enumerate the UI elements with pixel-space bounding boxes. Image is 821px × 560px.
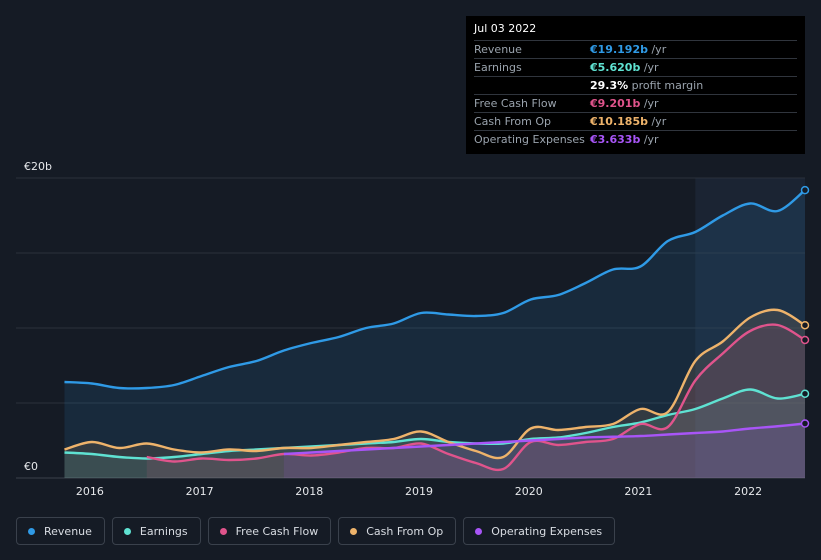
tooltip-unit: profit margin <box>628 79 704 92</box>
x-tick-label: 2020 <box>514 485 543 498</box>
tooltip-unit: /yr <box>640 97 659 110</box>
legend-dot-icon <box>219 527 227 535</box>
series-lines <box>64 189 806 472</box>
x-tick-label: 2016 <box>75 485 104 498</box>
legend-dot-icon <box>350 527 358 535</box>
tooltip-unit: /yr <box>640 133 659 146</box>
legend-dot-icon <box>475 527 483 535</box>
line-revenue <box>64 189 806 390</box>
y-axis-top-label: €20b <box>24 160 52 173</box>
tooltip-value: €3.633b <box>590 133 641 146</box>
x-tick-label: 2019 <box>405 485 433 498</box>
line-cash-from-op <box>64 308 806 460</box>
gridlines <box>16 177 805 479</box>
area-operating-expenses <box>283 423 805 478</box>
legend-label: Operating Expenses <box>491 524 603 538</box>
tooltip-row-revenue: Revenue €19.192b /yr <box>474 41 797 59</box>
tooltip-date: Jul 03 2022 <box>474 22 797 41</box>
tooltip-value: 29.3% <box>590 79 629 92</box>
tooltip-unit: /yr <box>647 43 667 56</box>
tooltip-value: €10.185b <box>590 115 648 128</box>
data-tooltip: Jul 03 2022 Revenue €19.192b /yr Earning… <box>466 16 805 154</box>
x-tick-label: 2018 <box>295 485 324 498</box>
legend-item-cash-from-op[interactable]: Cash From Op <box>338 517 457 545</box>
tooltip-row-profit-margin: 29.3% profit margin <box>474 77 797 95</box>
tooltip-row-free-cash-flow: Free Cash Flow €9.201b /yr <box>474 95 797 113</box>
legend-item-free-cash-flow[interactable]: Free Cash Flow <box>207 517 332 545</box>
legend-label: Free Cash Flow <box>235 524 319 538</box>
tooltip-label: Cash From Op <box>474 115 552 128</box>
legend-label: Cash From Op <box>366 524 444 538</box>
x-tick-label: 2022 <box>734 485 763 498</box>
tooltip-unit: /yr <box>647 115 667 128</box>
tooltip-row-earnings: Earnings €5.620b /yr <box>474 59 797 77</box>
legend-label: Revenue <box>44 524 92 538</box>
legend-dot-icon <box>28 527 35 535</box>
line-earnings <box>64 388 806 460</box>
x-tick-label: 2017 <box>185 485 214 498</box>
tooltip-value: €19.192b <box>590 43 648 56</box>
endpoint-operating-expenses <box>800 419 810 428</box>
tooltip-row-operating-expenses: Operating Expenses €3.633b /yr <box>474 131 797 148</box>
legend-item-revenue[interactable]: Revenue <box>16 517 105 545</box>
legend-label: Earnings <box>139 524 188 538</box>
legend: Revenue Earnings Free Cash Flow Cash Fro… <box>16 517 622 545</box>
tooltip-row-cash-from-op: Cash From Op €10.185b /yr <box>474 113 797 131</box>
tooltip-unit: /yr <box>640 61 659 74</box>
series-endpoints <box>800 185 810 428</box>
endpoint-earnings <box>800 389 810 398</box>
line-operating-expenses <box>283 422 806 456</box>
legend-item-earnings[interactable]: Earnings <box>111 517 201 545</box>
area-revenue <box>64 190 805 478</box>
area-earnings <box>64 389 805 478</box>
area-free-cash-flow <box>146 324 805 478</box>
tooltip-value: €9.201b <box>590 97 641 110</box>
legend-dot-icon <box>123 527 131 535</box>
tooltip-label: Operating Expenses <box>474 133 585 146</box>
tooltip-label: Free Cash Flow <box>474 97 557 110</box>
legend-item-operating-expenses[interactable]: Operating Expenses <box>463 517 616 545</box>
tooltip-value: €5.620b <box>590 61 641 74</box>
endpoint-free-cash-flow <box>800 335 810 345</box>
tooltip-label: Earnings <box>474 61 522 74</box>
tooltip-label: Revenue <box>474 43 522 56</box>
endpoint-cash-from-op <box>800 320 810 330</box>
line-free-cash-flow <box>146 323 806 472</box>
y-axis-bottom-label: €0 <box>24 460 38 473</box>
endpoint-revenue <box>800 185 810 195</box>
x-tick-label: 2021 <box>624 485 653 498</box>
